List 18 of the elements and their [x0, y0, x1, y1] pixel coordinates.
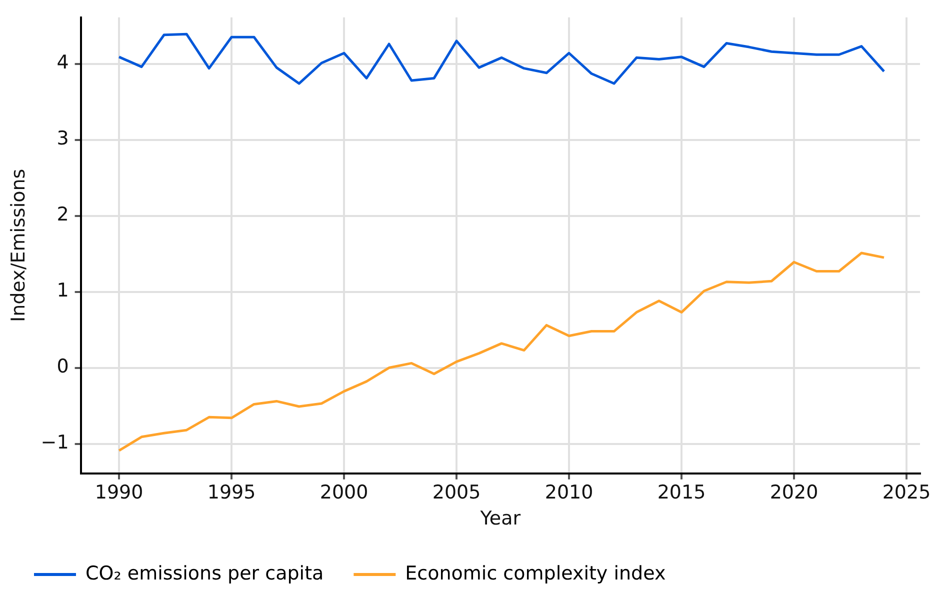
x-tick-label: 2020 [770, 482, 818, 504]
y-tick-label: 3 [56, 128, 69, 150]
x-tick-label: 2000 [320, 482, 368, 504]
y-tick-label: 1 [56, 280, 69, 302]
x-axis-title: Year [479, 508, 521, 530]
x-tick-label: 2025 [882, 482, 931, 504]
y-tick-label: 2 [56, 204, 69, 226]
y-tick-label: 4 [56, 52, 69, 74]
legend-label: Economic complexity index [405, 562, 666, 584]
x-tick-label: 2015 [657, 482, 706, 504]
x-tick-label: 2005 [432, 482, 481, 504]
x-tick-label: 1990 [94, 482, 144, 504]
y-axis-title: Index/Emissions [7, 168, 30, 322]
y-tick-label: 0 [56, 356, 69, 378]
legend-label: CO₂ emissions per capita [86, 562, 324, 584]
x-tick-label: 1995 [207, 482, 256, 504]
x-tick-label: 2010 [544, 482, 594, 504]
y-tick-label: −1 [40, 432, 69, 454]
